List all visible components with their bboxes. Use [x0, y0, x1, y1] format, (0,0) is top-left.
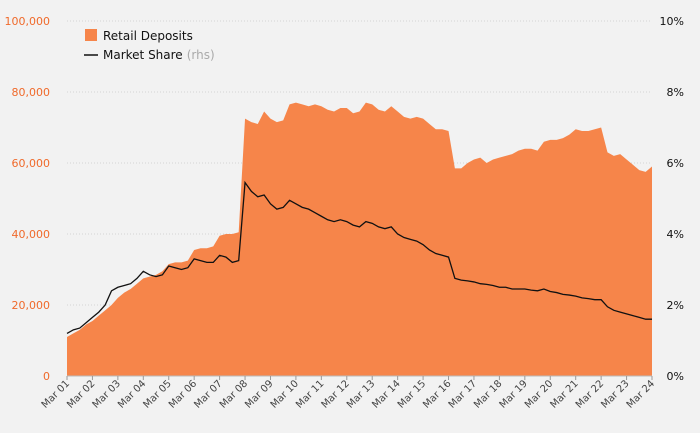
right-axis-tick-label: 0% [667, 370, 684, 383]
left-axis-tick-label: 80,000 [12, 86, 51, 99]
left-axis-tick-label: 60,000 [12, 157, 51, 170]
x-axis-tick-label: Mar 24 [625, 378, 657, 410]
right-axis-tick-label: 6% [667, 157, 684, 170]
left-axis-tick-label: 0 [43, 370, 50, 383]
legend-market-share-text: Market Share [103, 48, 183, 62]
left-axis-tick-label: 20,000 [12, 299, 51, 312]
legend-label-retail-deposits: Retail Deposits [103, 29, 193, 43]
left-axis-ticks: 0 20,000 40,000 60,000 80,000 100,000 [5, 15, 51, 383]
left-axis-tick-label: 40,000 [12, 228, 51, 241]
right-axis-tick-label: 8% [667, 86, 684, 99]
retail-deposits-area [67, 102, 652, 377]
legend-swatch-retail-deposits [85, 29, 97, 41]
right-axis-tick-label: 4% [667, 228, 684, 241]
right-axis-ticks: 0% 2% 4% 6% 8% 10% [660, 15, 684, 383]
right-axis-tick-label: 10% [660, 15, 684, 28]
legend-label-market-share: Market Share (rhs) [103, 48, 215, 62]
right-axis-tick-label: 2% [667, 299, 684, 312]
legend: Retail Deposits Market Share (rhs) [84, 29, 215, 62]
market-share-line [66, 180, 652, 334]
legend-rhs-note: (rhs) [187, 48, 215, 62]
left-axis-tick-label: 100,000 [5, 15, 51, 28]
